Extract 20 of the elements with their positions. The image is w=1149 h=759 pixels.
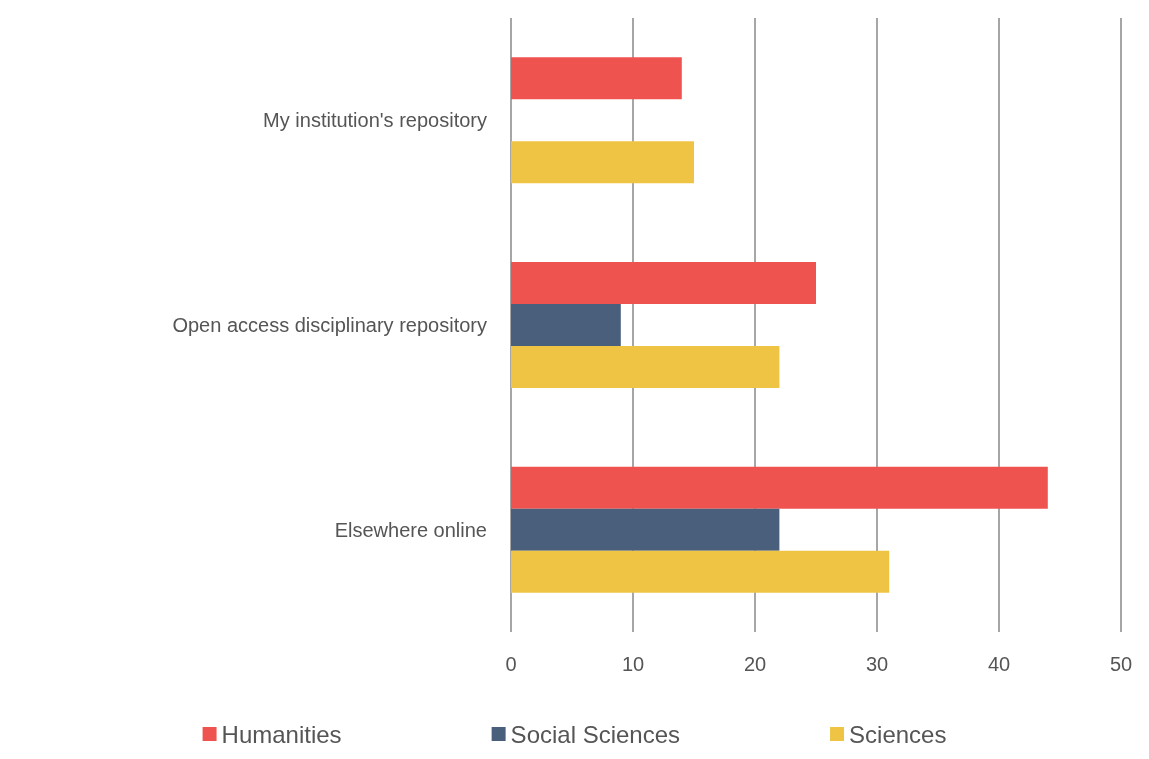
legend-label: Social Sciences: [510, 720, 681, 748]
y-tick-label: Elsewhere online: [334, 518, 487, 541]
x-tick-label: 0: [505, 653, 517, 675]
x-tick-label: 10: [621, 653, 645, 675]
legend-label: Sciences: [849, 720, 947, 748]
y-tick-label: Open access disciplinary repository: [172, 314, 487, 336]
x-tick-label: 40: [987, 653, 1011, 675]
legend-label: Humanities: [221, 720, 342, 748]
bar: [511, 466, 1048, 509]
x-tick-label: 20: [743, 653, 767, 675]
bar: [511, 141, 694, 184]
x-tick-label: 50: [1109, 653, 1133, 675]
bar: [511, 262, 816, 304]
y-tick-label: My institution's repository: [263, 109, 487, 132]
bar: [511, 304, 621, 346]
bar: [511, 346, 780, 388]
bar: [511, 550, 890, 593]
bar: [511, 57, 682, 100]
x-tick-label: 30: [865, 653, 889, 675]
bar: [511, 508, 780, 551]
